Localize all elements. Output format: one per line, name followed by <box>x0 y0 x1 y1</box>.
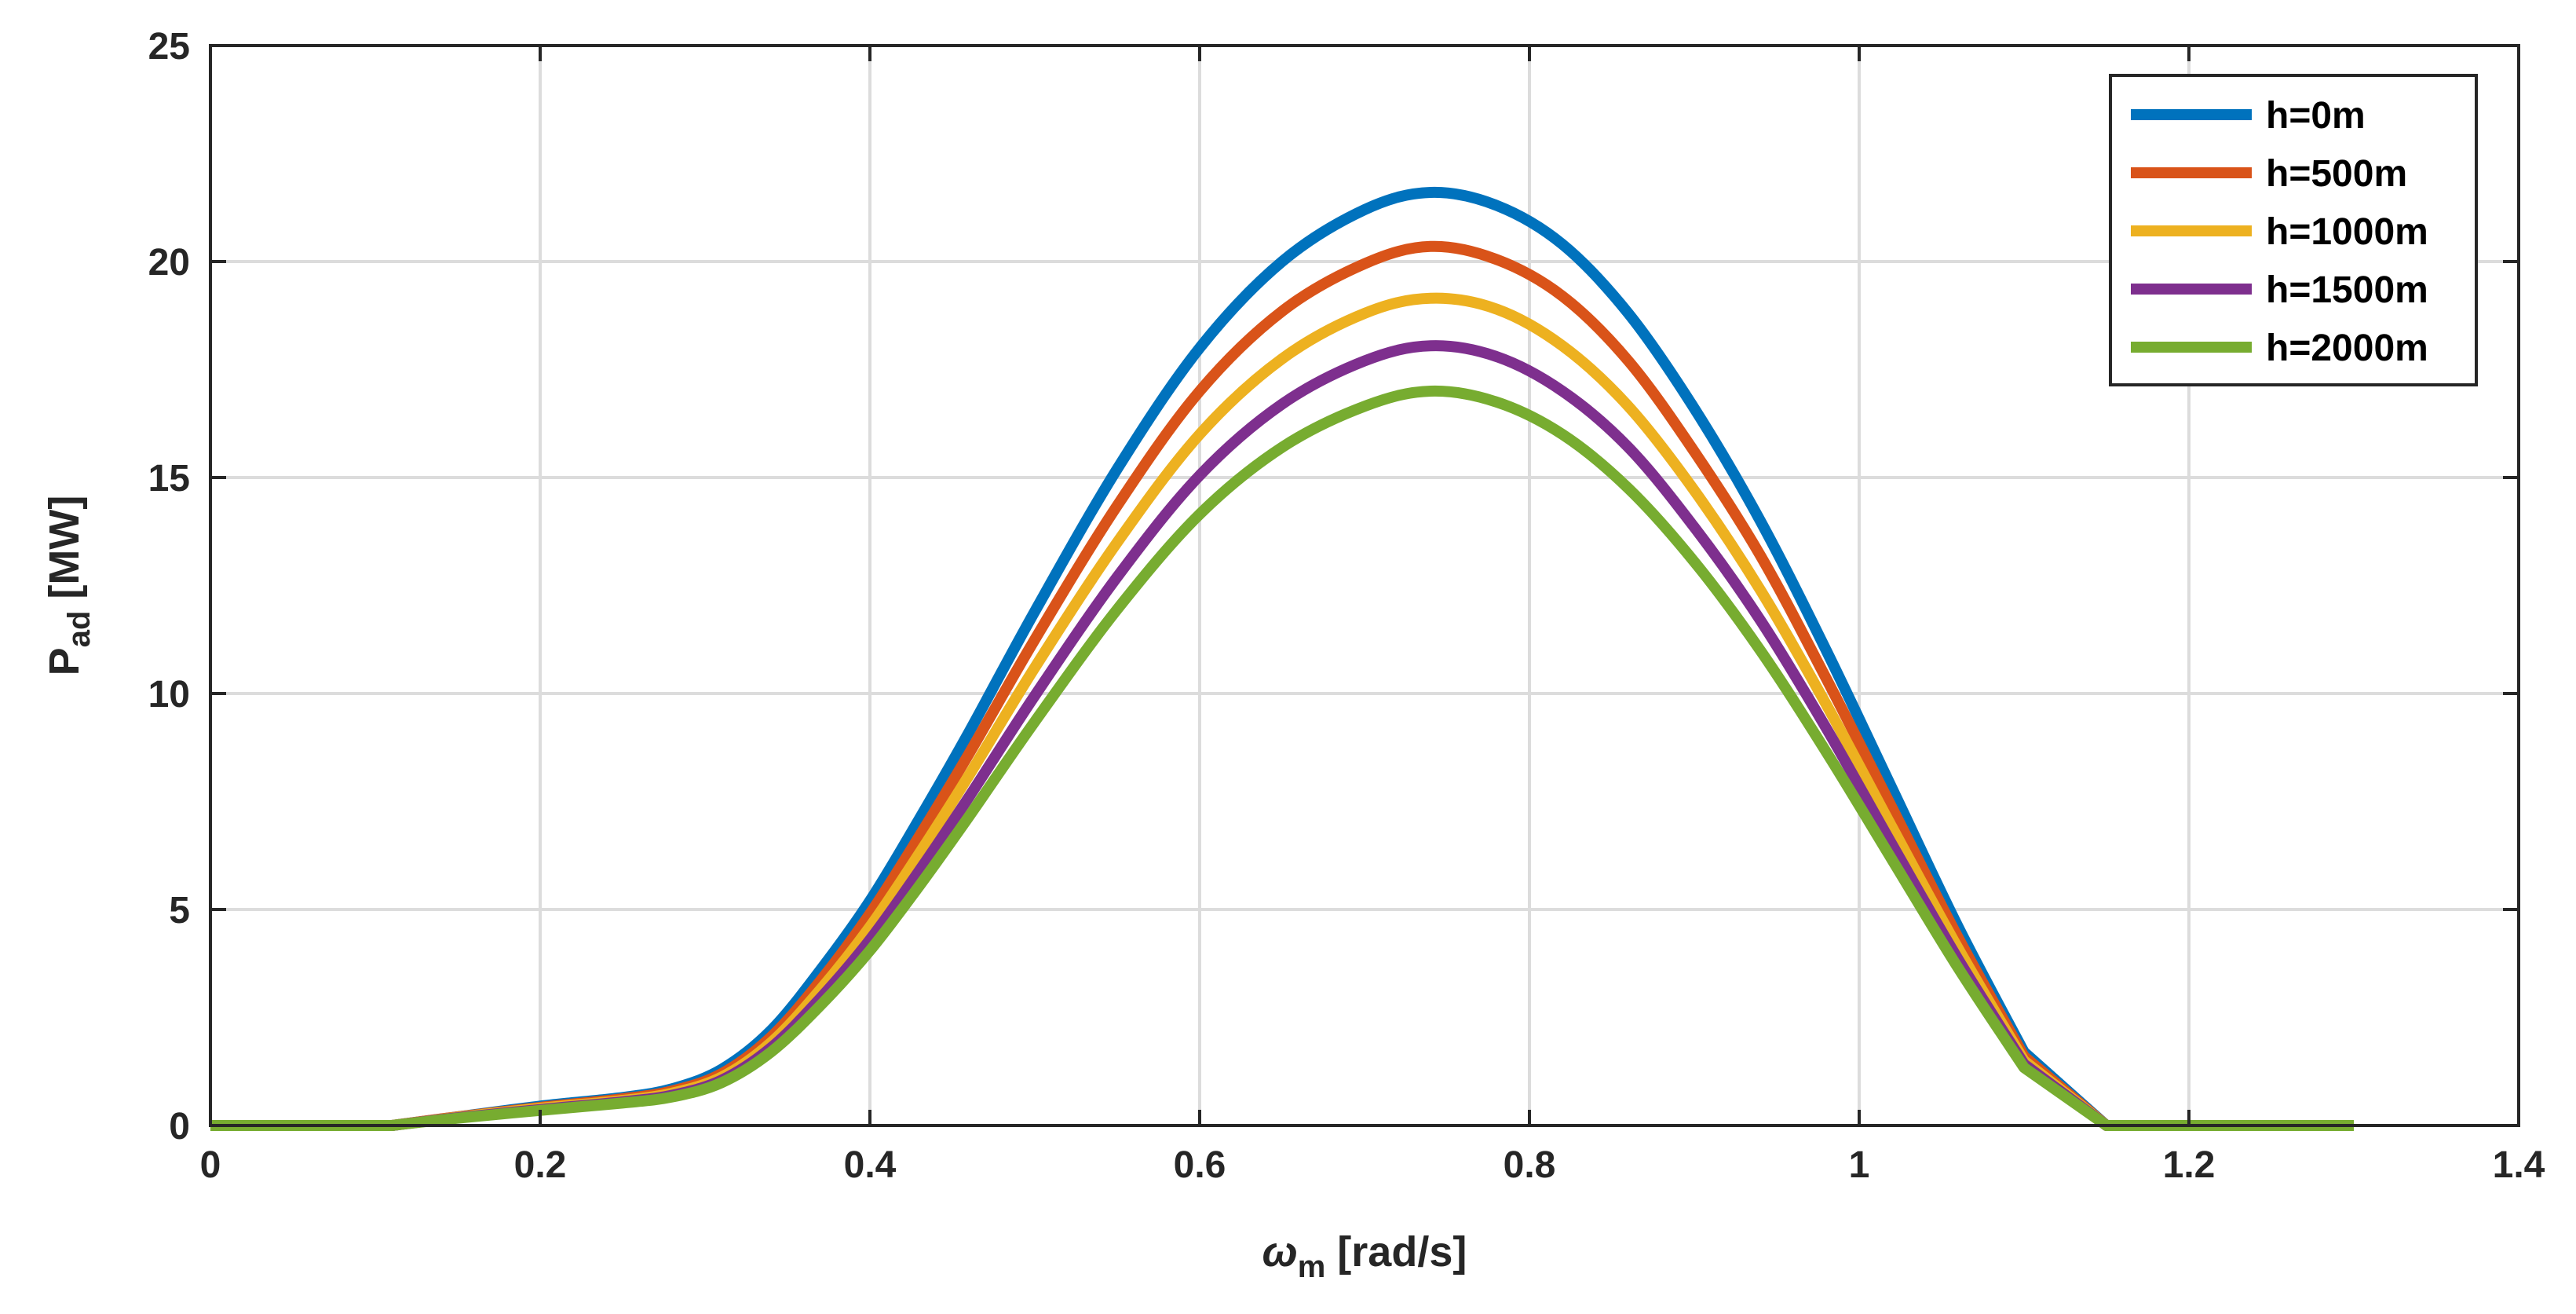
x-axis-unit: [rad/s] <box>1325 1228 1467 1276</box>
legend: h=0m h=500m h=1000m h=1500m h=2000m <box>2109 74 2478 386</box>
legend-label: h=500m <box>2266 153 2407 195</box>
y-axis-subscript: ad <box>62 611 97 648</box>
y-tick-label: 0 <box>169 1106 190 1147</box>
x-tick-label: 0.4 <box>844 1144 897 1186</box>
x-tick-label: 0.2 <box>514 1144 567 1186</box>
x-tick-label: 0.6 <box>1174 1144 1226 1186</box>
tick-labels: 0 0.2 0.4 0.6 0.8 1 1.2 1.4 0 5 10 15 20 25 <box>148 26 2545 1186</box>
legend-label: h=1500m <box>2266 269 2428 311</box>
legend-label: h=2000m <box>2266 328 2428 369</box>
x-axis-label: ωm [rad/s] <box>1262 1228 1467 1284</box>
series-group <box>210 186 2354 1131</box>
x-axis-symbol: ω <box>1262 1228 1298 1276</box>
x-tick-label: 0 <box>200 1144 221 1186</box>
y-tick-label: 20 <box>148 242 190 284</box>
x-tick-label: 1 <box>1849 1144 1870 1186</box>
legend-label: h=0m <box>2266 95 2366 137</box>
x-axis-subscript: m <box>1298 1250 1326 1284</box>
y-tick-label: 25 <box>148 26 190 68</box>
y-axis-unit: [MW] <box>41 496 88 611</box>
y-tick-label: 10 <box>148 674 190 716</box>
y-axis-label: Pad [MW] <box>41 496 97 676</box>
x-tick-label: 1.4 <box>2493 1144 2545 1186</box>
plot-frame <box>209 44 2520 1127</box>
y-axis-symbol: P <box>41 647 88 675</box>
legend-label: h=1000m <box>2266 211 2428 253</box>
axis-ticks <box>209 44 2520 1127</box>
x-tick-label: 1.2 <box>2163 1144 2216 1186</box>
y-tick-label: 15 <box>148 458 190 500</box>
x-tick-label: 0.8 <box>1504 1144 1556 1186</box>
series-line-h=2000m <box>210 385 2354 1131</box>
y-tick-label: 5 <box>169 890 190 932</box>
